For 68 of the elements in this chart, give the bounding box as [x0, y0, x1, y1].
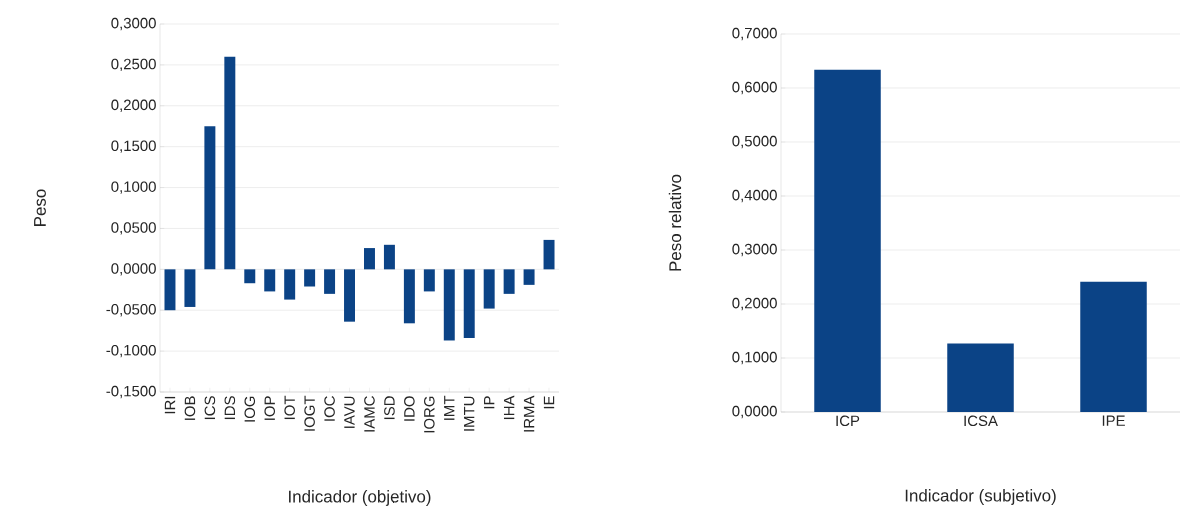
bar: [423, 269, 435, 292]
y-tick-label: 0,4000: [732, 189, 777, 203]
y-tick-label: 0,0000: [111, 263, 156, 276]
x-axis-title: Indicador (subjetivo): [905, 489, 1056, 505]
x-tick-label: IP: [484, 396, 495, 409]
bar: [363, 248, 375, 270]
bar: [503, 269, 515, 294]
y-tick-label: 0,2500: [111, 58, 156, 72]
x-tick-label: ISD: [384, 396, 395, 420]
bar: [324, 269, 336, 294]
x-tick-label: IDS: [224, 396, 236, 420]
y-axis-title: Peso: [34, 189, 46, 226]
bar: [403, 269, 415, 324]
bar: [204, 126, 216, 270]
bar: [164, 269, 176, 311]
y-tick-label: 0,5000: [732, 135, 777, 149]
x-tick-label: IOG: [244, 396, 256, 422]
y-tick-label: -0,0500: [106, 304, 156, 317]
bar: [543, 239, 555, 270]
x-tick-label: IOGT: [304, 395, 315, 431]
y-tick-label: -0,1000: [106, 344, 156, 358]
y-axis-title: Peso relativo: [668, 174, 682, 271]
bar: [224, 56, 236, 270]
bar: [304, 269, 316, 287]
x-tick-label: IRMA: [523, 395, 535, 432]
bar: [284, 269, 296, 300]
x-tick-label: IRI: [164, 396, 176, 414]
y-tick-label: 0,2000: [111, 99, 156, 112]
x-tick-label: IMTU: [464, 396, 475, 431]
bar: [947, 343, 1014, 412]
bar: [383, 244, 395, 270]
y-tick-label: 0,2000: [732, 297, 777, 311]
x-tick-label: IOB: [184, 396, 196, 420]
y-tick-label: -0,1500: [106, 385, 156, 399]
bar: [264, 269, 276, 292]
bar: [483, 269, 495, 309]
x-tick-label: IHA: [503, 395, 515, 420]
y-tick-label: 0,7000: [732, 27, 777, 41]
x-tick-label: IAMC: [364, 396, 375, 432]
bar: [463, 269, 475, 339]
x-tick-label: IOT: [284, 395, 295, 420]
bar: [1080, 281, 1147, 412]
y-tick-label: 0,6000: [732, 81, 777, 95]
y-tick-label: 0,1500: [111, 140, 156, 153]
x-tick-label: IPE: [1102, 415, 1125, 426]
bar: [244, 269, 256, 284]
bar: [443, 269, 455, 341]
bar: [523, 269, 535, 285]
y-tick-label: 0,0000: [732, 405, 777, 419]
x-tick-label: IORG: [424, 396, 435, 433]
bar: [184, 269, 196, 307]
bar: [814, 69, 881, 412]
y-tick-label: 0,1000: [732, 351, 777, 365]
x-tick-label: IOC: [324, 396, 335, 421]
x-tick-label: ICSA: [964, 415, 998, 427]
x-tick-label: IDO: [404, 396, 415, 421]
x-tick-label: IAVU: [344, 396, 355, 428]
x-tick-label: IMT: [444, 395, 455, 420]
y-tick-label: 0,3000: [732, 243, 777, 257]
x-tick-label: ICP: [836, 415, 860, 427]
y-tick-label: 0,1000: [111, 181, 156, 194]
x-axis-title: Indicador (objetivo): [289, 490, 431, 506]
y-tick-label: 0,3000: [111, 17, 156, 31]
x-tick-label: IE: [543, 396, 555, 409]
x-tick-label: ICS: [204, 396, 216, 420]
x-tick-label: IOP: [264, 396, 276, 420]
y-tick-label: 0,0500: [111, 222, 156, 235]
bar: [344, 269, 356, 322]
